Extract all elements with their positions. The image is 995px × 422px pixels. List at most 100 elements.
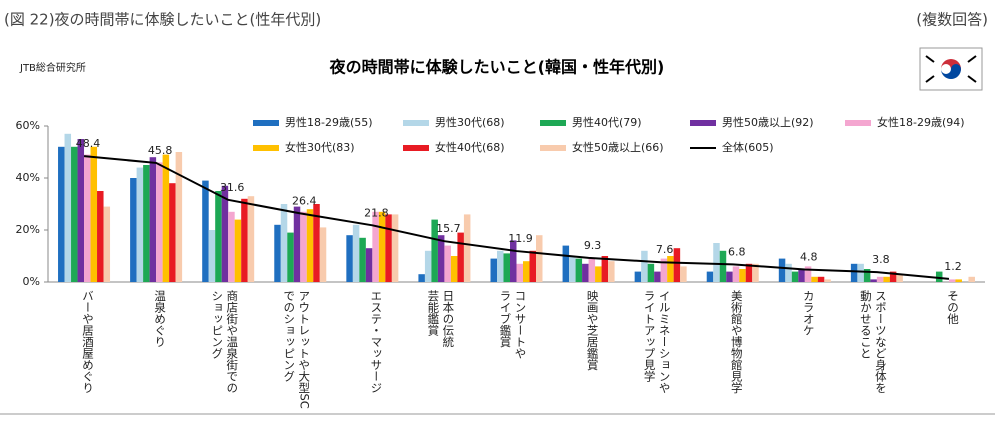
bar	[497, 250, 504, 282]
legend-swatch	[403, 145, 429, 151]
x-tick-label: スポーツなど身体を	[874, 290, 888, 394]
x-tick-label: 商店街や温泉街での	[225, 289, 239, 393]
data-label: 6.8	[728, 245, 746, 258]
bar	[84, 154, 91, 282]
x-tick-label: ライブ鑑賞	[499, 290, 513, 348]
legend-label: 全体(605)	[722, 140, 774, 154]
bar	[293, 206, 301, 282]
bar	[424, 250, 432, 282]
data-label: 48.4	[76, 137, 101, 150]
x-tick-label: ショッピング	[210, 290, 224, 359]
data-label: 15.7	[436, 222, 461, 235]
y-tick-label: 60%	[16, 119, 40, 132]
data-label: 21.8	[364, 206, 389, 219]
legend-label: 男性18-29歳(55)	[285, 115, 373, 129]
figure-label: (図 22)夜の時間帯に体験したいこと(性年代別)	[4, 11, 321, 29]
bar	[739, 269, 746, 282]
bar	[490, 258, 497, 282]
bar	[208, 230, 216, 282]
bar	[431, 219, 438, 282]
bar	[870, 279, 877, 282]
legend-label: 女性18-29歳(94)	[877, 115, 965, 129]
bar	[883, 276, 890, 282]
bar	[582, 263, 589, 282]
bar	[804, 266, 812, 282]
data-label: 7.6	[656, 243, 674, 256]
bar	[313, 204, 320, 282]
bar	[64, 133, 72, 282]
bar	[732, 266, 740, 282]
bar	[228, 211, 235, 282]
bar	[372, 211, 379, 282]
x-tick-label: ライトアップ見学	[643, 290, 657, 382]
bar	[378, 211, 386, 282]
bar	[876, 276, 884, 282]
bar	[634, 271, 642, 282]
x-tick-label: でのショッピング	[282, 290, 296, 382]
bar	[437, 235, 445, 282]
bar	[595, 266, 602, 282]
data-label: 9.3	[584, 239, 602, 252]
bar	[444, 245, 451, 282]
x-tick-label: 映画や芝居鑑賞	[586, 290, 600, 371]
bar	[601, 256, 609, 282]
bar	[175, 152, 183, 282]
bar	[136, 167, 144, 282]
bar	[608, 261, 615, 282]
line	[83, 155, 950, 280]
bar	[90, 146, 98, 282]
bar	[660, 258, 668, 282]
bar	[575, 258, 583, 282]
bar	[569, 256, 576, 282]
bar	[948, 279, 956, 282]
x-tick-label: イルミネーションや	[658, 290, 672, 394]
x-tick-label: バーや居酒屋めぐり	[81, 290, 95, 394]
y-tick-label: 40%	[16, 171, 40, 184]
bar	[562, 245, 570, 282]
bar	[319, 227, 327, 282]
bar	[346, 235, 353, 282]
bar	[149, 157, 157, 282]
bar	[667, 256, 674, 282]
bar	[365, 248, 373, 282]
data-label: 11.9	[508, 232, 533, 245]
legend-label: 男性30代(68)	[435, 115, 505, 129]
x-tick-label: カラオケ	[802, 290, 816, 336]
bar	[641, 250, 648, 282]
flag	[919, 47, 983, 91]
bar	[359, 237, 366, 282]
x-tick-label: 温泉めぐり	[153, 289, 167, 347]
bar	[385, 214, 392, 282]
bar	[896, 274, 903, 282]
bar	[280, 204, 288, 282]
data-label: 26.4	[292, 194, 317, 207]
note: (複数回答)	[916, 11, 988, 29]
bar	[811, 276, 818, 282]
bar	[463, 214, 471, 282]
legend-swatch	[690, 120, 716, 126]
legend-label: 女性50歳以上(66)	[572, 140, 664, 154]
y-tick-label: 0%	[23, 275, 40, 288]
legend-label: 女性40代(68)	[435, 140, 505, 154]
legend-label: 男性40代(79)	[572, 115, 642, 129]
bar	[234, 219, 242, 282]
bar	[300, 211, 307, 282]
chart-title: 夜の時間帯に体験したいこと(韓国・性年代別)	[329, 58, 665, 77]
bar	[352, 224, 360, 282]
bar	[391, 214, 399, 282]
bar	[713, 243, 720, 282]
bar	[778, 258, 786, 282]
legend-swatch	[253, 120, 279, 126]
bar	[202, 180, 209, 282]
data-label: 3.8	[872, 253, 890, 266]
bar	[955, 279, 962, 282]
bar	[58, 146, 65, 282]
bar	[169, 183, 176, 282]
bar	[71, 146, 78, 282]
bar	[77, 139, 85, 282]
bar	[97, 191, 104, 282]
bar	[935, 271, 943, 282]
x-tick-label: 日本の伝統	[441, 290, 455, 348]
x-tick-label: エステ・マッサージ	[369, 290, 383, 394]
